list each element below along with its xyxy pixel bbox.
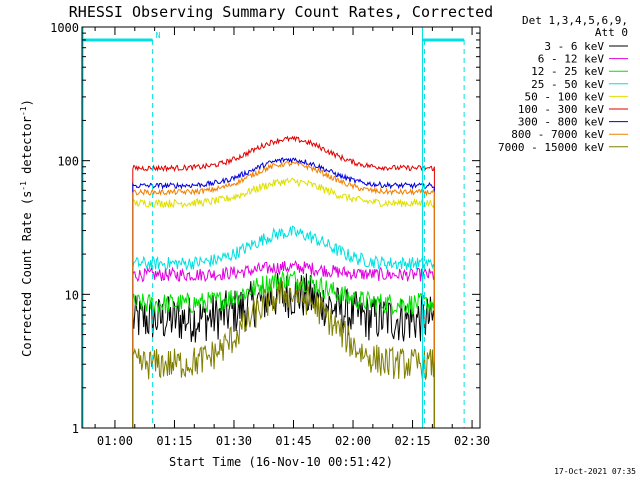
legend-label: 25 - 50 keV xyxy=(531,78,604,91)
legend-label: 7000 - 15000 keV xyxy=(498,141,604,154)
legend-label: 6 - 12 keV xyxy=(538,53,605,66)
series-line-8 xyxy=(132,279,435,428)
series-line-6 xyxy=(132,157,435,428)
y-tick-label: 10 xyxy=(65,288,79,302)
x-tick-label: 01:30 xyxy=(216,434,252,448)
series-line-5 xyxy=(132,135,435,428)
y-axis-label-main: Corrected Count Rate (s xyxy=(20,191,34,357)
y-axis-label-mid: detector xyxy=(20,116,34,181)
legend-label: 800 - 7000 keV xyxy=(511,128,604,141)
legend-label: 50 - 100 keV xyxy=(525,90,605,103)
series-line-7 xyxy=(132,160,435,428)
x-tick-label: 02:30 xyxy=(454,434,490,448)
x-tick-label: 01:00 xyxy=(97,434,133,448)
y-axis-label-sup2: -1 xyxy=(19,106,28,116)
series-group xyxy=(132,135,435,428)
legend-title-attenuator: Att 0 xyxy=(595,26,628,39)
y-axis: 1 10 100 1000 xyxy=(50,21,480,436)
night-marker: N xyxy=(156,31,161,40)
y-axis-label: Corrected Count Rate (s-1 detector-1) xyxy=(19,99,34,357)
x-tick-label: 01:15 xyxy=(156,434,192,448)
chart-title: RHESSI Observing Summary Count Rates, Co… xyxy=(69,3,493,21)
legend-label: 3 - 6 keV xyxy=(544,40,604,53)
series-line-3 xyxy=(132,225,435,428)
plot-frame xyxy=(81,26,481,429)
x-tick-label: 02:00 xyxy=(335,434,371,448)
y-tick-label: 1 xyxy=(72,422,79,436)
x-axis: 01:00 01:15 01:30 01:45 02:00 02:15 02:30 xyxy=(94,27,490,448)
x-tick-label: 02:15 xyxy=(394,434,430,448)
legend-label: 12 - 25 keV xyxy=(531,65,604,78)
timestamp: 17-Oct-2021 07:35 xyxy=(554,467,636,476)
x-axis-label: Start Time (16-Nov-10 00:51:42) xyxy=(169,455,393,469)
x-tick-label: 01:45 xyxy=(275,434,311,448)
y-tick-label: 1000 xyxy=(50,21,79,35)
y-axis-label-end: ) xyxy=(20,99,34,106)
series-line-4 xyxy=(132,177,435,428)
legend-label: 100 - 300 keV xyxy=(518,103,604,116)
series-line-1 xyxy=(132,259,435,428)
y-tick-label: 100 xyxy=(57,155,79,169)
overlay-group: N xyxy=(82,27,465,428)
legend-title-detectors: Det 1,3,4,5,6,9, xyxy=(522,14,628,27)
legend-label: 300 - 800 keV xyxy=(518,116,604,129)
y-axis-label-sup1: -1 xyxy=(19,181,28,191)
series-line-2 xyxy=(132,270,435,428)
